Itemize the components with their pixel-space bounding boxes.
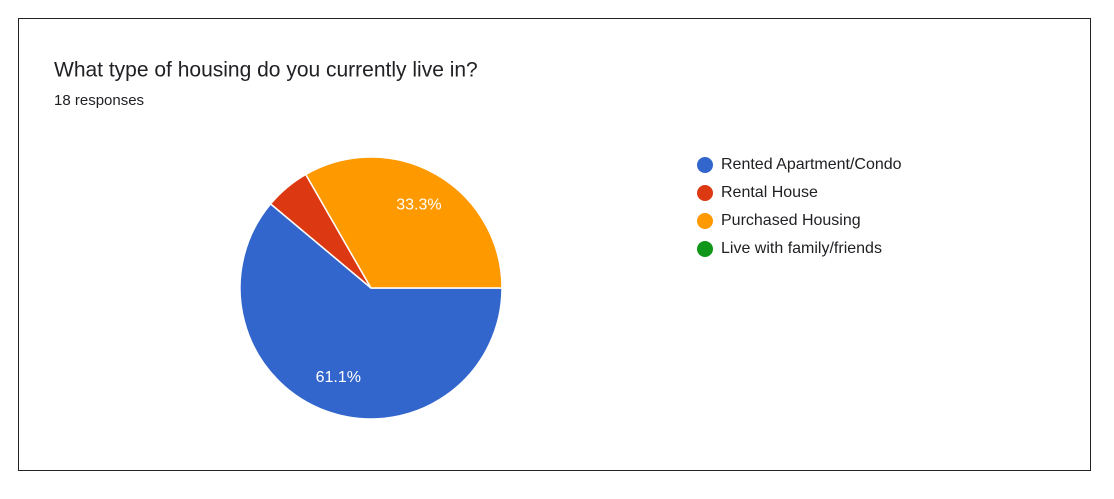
slice-label: 33.3% bbox=[396, 196, 441, 213]
legend-label: Purchased Housing bbox=[721, 212, 861, 229]
legend-swatch bbox=[697, 185, 713, 201]
legend-swatch bbox=[697, 157, 713, 173]
slice-label: 61.1% bbox=[316, 369, 361, 386]
chart-subtitle: 18 responses bbox=[54, 92, 144, 109]
legend-swatch bbox=[697, 213, 713, 229]
legend-label: Live with family/friends bbox=[721, 240, 882, 257]
legend-label: Rental House bbox=[721, 184, 818, 201]
pie-slice bbox=[304, 156, 503, 289]
chart-title: What type of housing do you currently li… bbox=[54, 59, 478, 82]
pie-slice bbox=[239, 202, 503, 420]
legend-label: Rented Apartment/Condo bbox=[721, 156, 902, 173]
card bbox=[18, 18, 1091, 471]
legend-swatch bbox=[697, 241, 713, 257]
